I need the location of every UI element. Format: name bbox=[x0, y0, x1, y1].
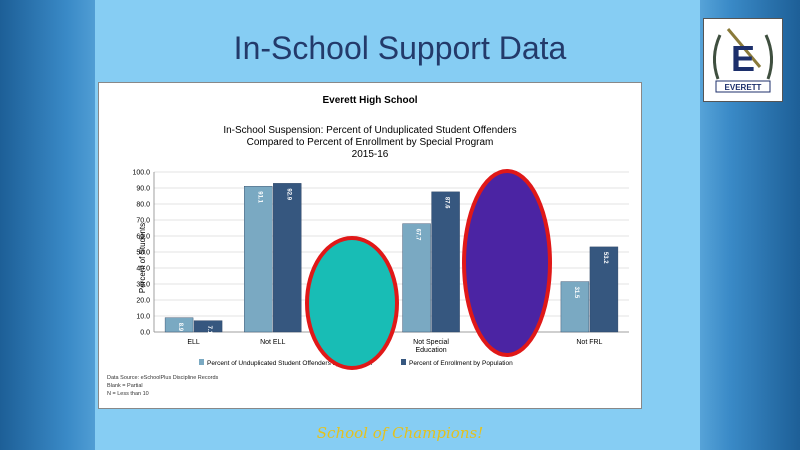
bar-label-s2-c5: 53.2 bbox=[602, 252, 608, 264]
bar-label-s1-c0: 8.9 bbox=[177, 323, 183, 332]
y-tick-label-4: 40.0 bbox=[136, 266, 150, 273]
bar-label-s2-c0: 7.1 bbox=[206, 326, 212, 335]
teal-overlay-circle bbox=[305, 236, 399, 370]
bar-label-s1-c3: 67.7 bbox=[415, 229, 421, 241]
legend-swatch-2 bbox=[401, 359, 406, 365]
school-logo: E EVERETT bbox=[703, 18, 783, 102]
bar-label-s2-c3: 87.6 bbox=[444, 197, 450, 209]
data-note-3: N = Less than 10 bbox=[107, 391, 149, 397]
category-label-1: Not ELL bbox=[260, 339, 285, 346]
chart-title-line-1: In-School Suspension: Percent of Undupli… bbox=[223, 125, 516, 136]
y-tick-label-1: 10.0 bbox=[136, 314, 150, 321]
bar-label-s1-c5: 31.5 bbox=[573, 287, 579, 299]
data-note-2: Blank = Partial bbox=[107, 383, 143, 389]
chart-frame: Everett High School In-School Suspension… bbox=[98, 82, 642, 409]
bar-s1-c5 bbox=[560, 281, 590, 333]
bar-s2-c3 bbox=[431, 191, 460, 333]
slide-footer: School of Champions! bbox=[316, 424, 484, 442]
chart-svg: Everett High School In-School Suspension… bbox=[107, 95, 629, 397]
legend-label-2: Percent of Enrollment by Population bbox=[409, 360, 513, 367]
logo-letter: E bbox=[731, 38, 755, 79]
purple-overlay-circle bbox=[462, 169, 552, 357]
y-tick-label-6: 60.0 bbox=[136, 234, 150, 241]
bar-s1-c3 bbox=[402, 223, 431, 333]
school-logo-graphic: E EVERETT bbox=[713, 28, 773, 93]
y-tick-label-9: 90.0 bbox=[136, 186, 150, 193]
bar-s1-c0 bbox=[164, 317, 194, 333]
y-tick-label-2: 20.0 bbox=[136, 298, 150, 305]
legend-swatch-1 bbox=[199, 359, 204, 365]
y-tick-label-3: 30.0 bbox=[136, 282, 150, 289]
bar-s2-c1 bbox=[273, 183, 302, 333]
bar-s1-c1 bbox=[244, 186, 273, 333]
y-tick-label-7: 70.0 bbox=[136, 218, 150, 225]
slide-title: In-School Support Data bbox=[233, 30, 567, 66]
legend-label-1: Percent of Unduplicated Student Offender… bbox=[207, 360, 372, 367]
category-label-3-line2: Education bbox=[416, 347, 447, 354]
logo-text: EVERETT bbox=[725, 83, 762, 92]
y-tick-label-5: 50.0 bbox=[136, 250, 150, 257]
y-tick-label-8: 80.0 bbox=[136, 202, 150, 209]
bar-label-s1-c1: 91.1 bbox=[256, 191, 262, 203]
y-axis-label: Percent of Students bbox=[138, 223, 147, 293]
chart-title-line-2: Compared to Percent of Enrollment by Spe… bbox=[247, 137, 494, 148]
y-tick-label-10: 100.0 bbox=[132, 170, 150, 177]
bar-label-s2-c1: 92.9 bbox=[285, 188, 291, 200]
bar-s2-c0 bbox=[193, 320, 223, 333]
y-tick-label-0: 0.0 bbox=[140, 330, 150, 337]
chart-title-line-3: 2015-16 bbox=[352, 149, 389, 160]
chart-school-name: Everett High School bbox=[322, 95, 417, 106]
bar-s2-c5 bbox=[589, 246, 619, 333]
category-label-5: Not FRL bbox=[576, 339, 602, 346]
category-label-3: Not Special bbox=[413, 339, 449, 346]
category-label-0: ELL bbox=[187, 339, 200, 346]
data-note-1: Data Source: eSchoolPlus Discipline Reco… bbox=[107, 375, 219, 381]
